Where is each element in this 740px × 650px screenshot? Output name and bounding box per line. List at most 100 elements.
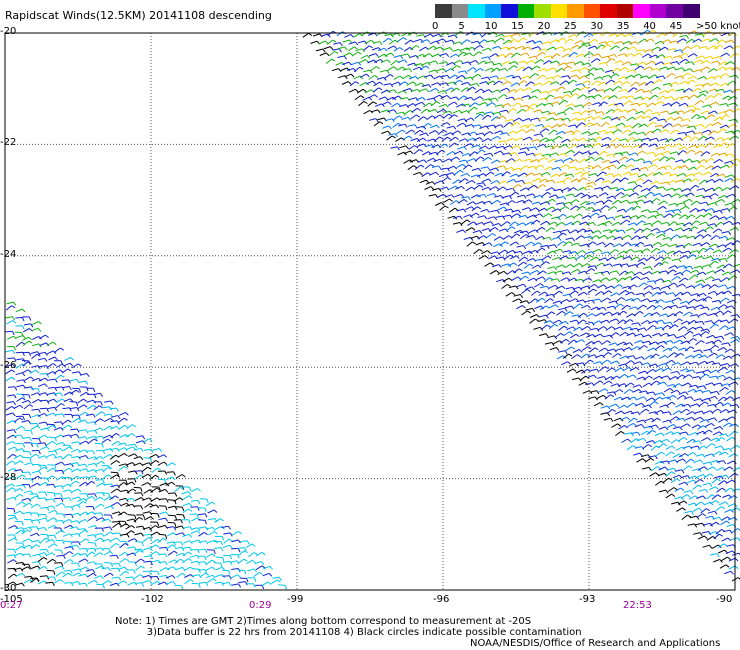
- wind-barb-feather: [442, 38, 447, 43]
- wind-barb: [465, 186, 472, 192]
- wind-barb: [685, 369, 693, 373]
- wind-barb: [545, 76, 553, 80]
- wind-barb: [511, 102, 519, 107]
- wind-barb: [660, 332, 667, 337]
- wind-barb: [32, 321, 39, 326]
- wind-barb: [627, 284, 635, 290]
- wind-barb: [656, 32, 663, 38]
- wind-barb-feather: [100, 456, 104, 460]
- wind-barb-feather: [528, 46, 532, 51]
- wind-barb-feather: [668, 411, 672, 416]
- wind-barb-feather: [671, 359, 676, 364]
- wind-barb: [536, 184, 543, 190]
- wind-barb: [638, 142, 645, 149]
- wind-barb: [602, 311, 610, 316]
- wind-barb: [516, 66, 523, 72]
- wind-barb-feather: [674, 203, 678, 207]
- wind-barb-feather: [608, 116, 612, 120]
- wind-barb: [724, 61, 732, 66]
- wind-barb: [705, 360, 713, 365]
- wind-barb-feather: [497, 89, 502, 94]
- wind-barb-feather: [642, 437, 647, 442]
- wind-barb: [556, 310, 563, 316]
- wind-barb: [636, 61, 644, 66]
- wind-barb: [599, 366, 606, 372]
- wind-barb: [538, 68, 545, 72]
- wind-barb: [650, 198, 657, 204]
- wind-barb-feather: [562, 232, 567, 236]
- wind-barb-feather: [682, 335, 687, 340]
- wind-barb-feather: [644, 82, 649, 86]
- map-title: Rapidscat Winds(12.5KM) 20141108 descend…: [5, 9, 272, 22]
- wind-barb-feather: [703, 76, 708, 80]
- wind-barb-feather: [726, 164, 730, 169]
- wind-barb: [614, 214, 622, 218]
- wind-barb: [538, 97, 546, 101]
- wind-barb: [428, 69, 436, 73]
- wind-barb-feather: [601, 312, 605, 316]
- wind-barb-feather: [735, 135, 739, 139]
- wind-barb-feather: [736, 404, 740, 409]
- wind-barb: [579, 200, 587, 206]
- wind-barb-feather: [695, 207, 700, 212]
- wind-barb: [601, 340, 608, 346]
- wind-barb: [450, 156, 457, 162]
- wind-barb: [46, 440, 53, 446]
- wind-barb: [712, 339, 719, 344]
- wind-barb: [701, 233, 709, 239]
- legend-label: 20: [537, 21, 551, 32]
- wind-barb: [718, 325, 726, 331]
- wind-barb-feather: [384, 47, 388, 52]
- wind-barb-feather: [657, 417, 661, 421]
- wind-barb: [631, 297, 638, 302]
- wind-barb: [533, 109, 541, 113]
- wind-barb: [662, 411, 670, 414]
- wind-barb: [651, 220, 659, 226]
- wind-barb: [367, 59, 375, 64]
- wind-barb-feather: [598, 248, 603, 253]
- wind-barb: [110, 415, 118, 418]
- wind-barb: [456, 122, 464, 128]
- wind-barb: [39, 407, 47, 410]
- wind-barb: [37, 466, 45, 472]
- wind-barb-feather: [611, 79, 615, 83]
- wind-barb-feather: [487, 76, 491, 81]
- wind-barb: [655, 319, 663, 323]
- wind-barb-feather: [637, 431, 641, 436]
- wind-barb: [630, 167, 638, 171]
- wind-barb-feather: [639, 452, 643, 457]
- wind-barb-feather: [451, 194, 455, 199]
- wind-barb: [623, 342, 631, 346]
- wind-barb-feather: [674, 265, 679, 269]
- wind-barb-feather: [576, 319, 580, 324]
- wind-barb: [597, 326, 604, 331]
- wind-barb-feather: [530, 81, 535, 85]
- wind-barb: [611, 199, 619, 205]
- wind-barb: [440, 167, 448, 170]
- wind-barb: [166, 471, 174, 473]
- wind-barb-feather: [713, 404, 717, 408]
- wind-barb-feather: [14, 446, 18, 451]
- wind-barb-feather: [545, 305, 550, 309]
- wind-barb: [654, 124, 662, 128]
- wind-barb-feather: [552, 206, 556, 211]
- wind-barb: [610, 160, 618, 164]
- wind-barb-feather: [393, 89, 397, 94]
- wind-barb-feather: [632, 445, 637, 449]
- wind-barb: [626, 69, 634, 73]
- wind-barb: [672, 453, 680, 458]
- wind-barb-feather: [330, 46, 334, 50]
- wind-barb: [694, 410, 702, 414]
- wind-barb: [447, 101, 455, 106]
- wind-barb-feather: [379, 121, 384, 125]
- wind-barb: [79, 429, 87, 432]
- wind-barb: [662, 144, 669, 149]
- wind-barb: [581, 215, 589, 219]
- wind-barb: [581, 325, 588, 331]
- wind-barb-feather: [397, 32, 401, 37]
- wind-barb: [663, 213, 670, 219]
- wind-barb: [560, 164, 567, 169]
- wind-barb: [664, 96, 672, 100]
- wind-barb-feather: [591, 313, 596, 317]
- wind-barb: [690, 44, 698, 50]
